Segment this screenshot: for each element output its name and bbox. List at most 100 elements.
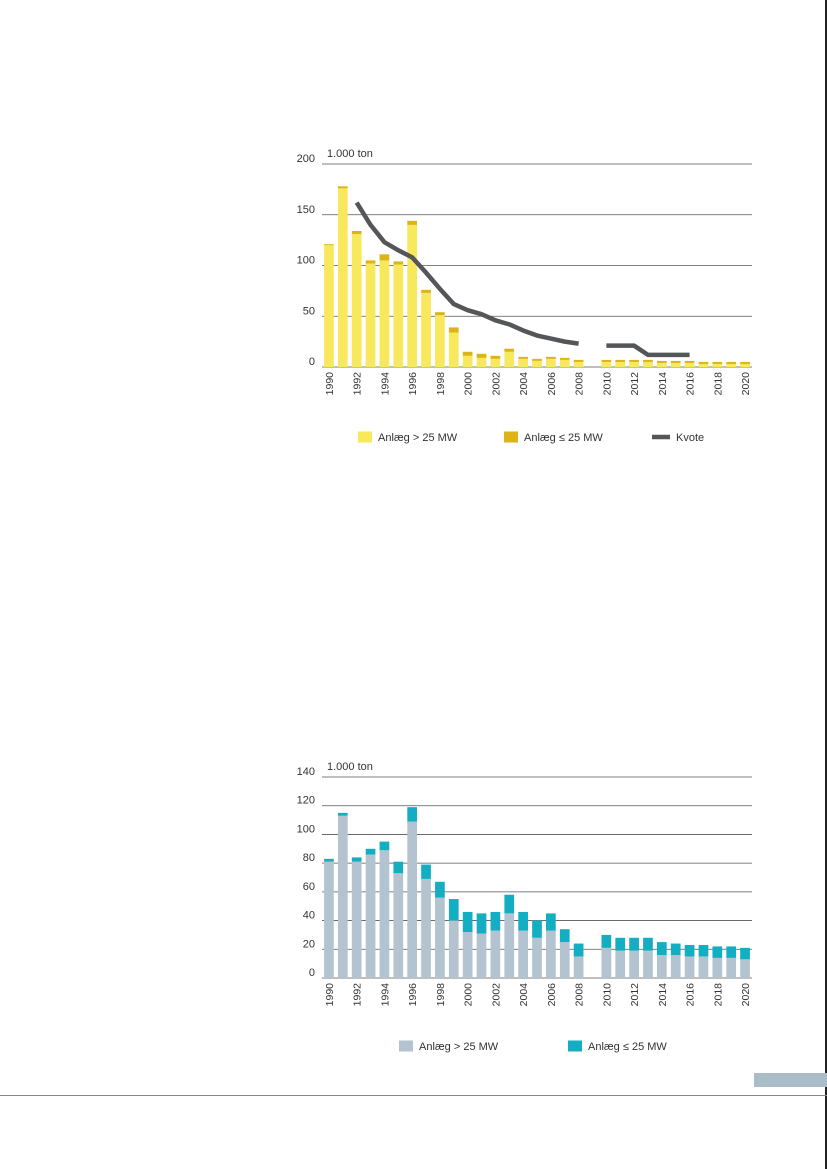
- x-tick-label: 2016: [685, 372, 697, 396]
- bar-large-plant: [448, 920, 459, 978]
- bar-large-plant: [351, 861, 362, 978]
- bar-large-plant: [476, 357, 487, 367]
- bar-small-plant: [504, 894, 515, 914]
- bar-small-plant: [573, 359, 584, 362]
- bar-large-plant: [573, 361, 584, 367]
- legend-swatch-large: [358, 431, 372, 443]
- bar-large-plant: [435, 315, 445, 367]
- x-tick-label: 2012: [629, 983, 641, 1007]
- bar-small-plant: [435, 312, 445, 316]
- bar-small-plant: [670, 943, 681, 956]
- bar-small-plant: [643, 937, 653, 951]
- legend-swatch-large: [399, 1040, 413, 1052]
- bar-large-plant: [421, 292, 431, 367]
- quota-line: [354, 201, 579, 346]
- bar-large-plant: [337, 188, 348, 367]
- bar-small-plant: [435, 881, 445, 898]
- x-tick-label: 1994: [379, 372, 391, 396]
- x-tick-label: 1996: [407, 372, 419, 396]
- bar-large-plant: [698, 363, 709, 367]
- x-tick-label: 2020: [740, 983, 752, 1007]
- quota-line: [606, 343, 690, 358]
- bar-small-plant: [448, 899, 459, 921]
- bar-small-plant: [740, 361, 750, 364]
- x-tick-label: 2008: [574, 372, 586, 396]
- bar-small-plant: [476, 353, 487, 358]
- y-tick-label: 100: [297, 255, 315, 267]
- bar-small-plant: [365, 260, 376, 264]
- y-tick-label: 120: [297, 795, 315, 807]
- bar-large-plant: [629, 361, 639, 367]
- x-tick-label: 2006: [546, 372, 558, 396]
- bar-large-plant: [504, 351, 515, 367]
- bar-small-plant: [504, 348, 515, 352]
- bar-small-plant: [337, 812, 348, 816]
- bar-large-plant: [546, 358, 556, 367]
- bar-large-plant: [324, 245, 334, 367]
- bar-large-plant: [643, 950, 653, 978]
- x-tick-label: 1990: [324, 983, 336, 1007]
- bar-small-plant: [379, 841, 390, 851]
- bar-small-plant: [712, 946, 723, 958]
- bar-large-plant: [462, 932, 473, 978]
- footer-rule: [0, 1095, 827, 1096]
- bar-small-plant: [393, 261, 404, 265]
- page-edge: [825, 0, 827, 1169]
- bar-large-plant: [490, 930, 501, 978]
- bar-small-plant: [532, 920, 542, 938]
- x-tick-label: 2018: [712, 372, 724, 396]
- x-tick-label: 2020: [740, 372, 752, 396]
- bar-small-plant: [546, 356, 556, 359]
- bar-large-plant: [532, 360, 542, 367]
- bar-small-plant: [421, 864, 431, 879]
- bar-small-plant: [629, 937, 639, 951]
- x-tick-label: 1992: [352, 983, 364, 1007]
- y-tick-label: 150: [297, 204, 315, 216]
- x-tick-label: 1994: [379, 983, 391, 1007]
- x-tick-label: 1992: [352, 372, 364, 396]
- y-tick-label: 80: [303, 852, 315, 864]
- bar-large-plant: [670, 955, 681, 978]
- bar-large-plant: [601, 361, 612, 367]
- bar-large-plant: [518, 358, 528, 367]
- bar-small-plant: [615, 359, 626, 362]
- unit-label: 1.000 ton: [327, 148, 373, 160]
- bar-small-plant: [351, 230, 362, 235]
- bar-large-plant: [559, 942, 570, 978]
- bar-large-plant: [726, 957, 737, 978]
- bar-large-plant: [726, 363, 737, 367]
- bar-large-plant: [573, 956, 584, 978]
- emissions-chart-1: 1.000 ton 0 50 100 150 200 1990 1992 1994 1996 199…: [297, 148, 752, 444]
- legend-swatch-small: [568, 1040, 582, 1052]
- x-tick-label: 1996: [407, 983, 419, 1007]
- bar-large-plant: [490, 358, 501, 367]
- bar-small-plant: [684, 360, 695, 363]
- bar-large-plant: [684, 362, 695, 367]
- y-tick-label: 50: [303, 305, 315, 317]
- x-tick-label: 2018: [712, 983, 724, 1007]
- y-tick-label: 140: [297, 766, 315, 778]
- bar-small-plant: [518, 911, 528, 931]
- bar-small-plant: [684, 944, 695, 957]
- bar-large-plant: [324, 861, 334, 978]
- legend-label: Anlæg ≤ 25 MW: [588, 1041, 667, 1053]
- bar-small-plant: [698, 361, 709, 364]
- bar-large-plant: [740, 363, 750, 367]
- bar-large-plant: [518, 930, 528, 978]
- x-tick-label: 2000: [463, 372, 475, 396]
- bar-small-plant: [601, 934, 612, 948]
- legend-swatch-small: [504, 431, 518, 443]
- bar-large-plant: [740, 959, 750, 978]
- bar-large-plant: [615, 361, 626, 367]
- y-tick-label: 40: [303, 910, 315, 922]
- bar-small-plant: [629, 359, 639, 362]
- x-tick-label: 2004: [518, 983, 530, 1007]
- bar-large-plant: [643, 361, 653, 367]
- bar-small-plant: [365, 848, 376, 855]
- unit-label: 1.000 ton: [327, 761, 373, 773]
- x-tick-label: 2002: [490, 372, 502, 396]
- x-tick-label: 1998: [435, 983, 447, 1007]
- bar-large-plant: [601, 947, 612, 978]
- bar-large-plant: [448, 332, 459, 367]
- x-tick-label: 1998: [435, 372, 447, 396]
